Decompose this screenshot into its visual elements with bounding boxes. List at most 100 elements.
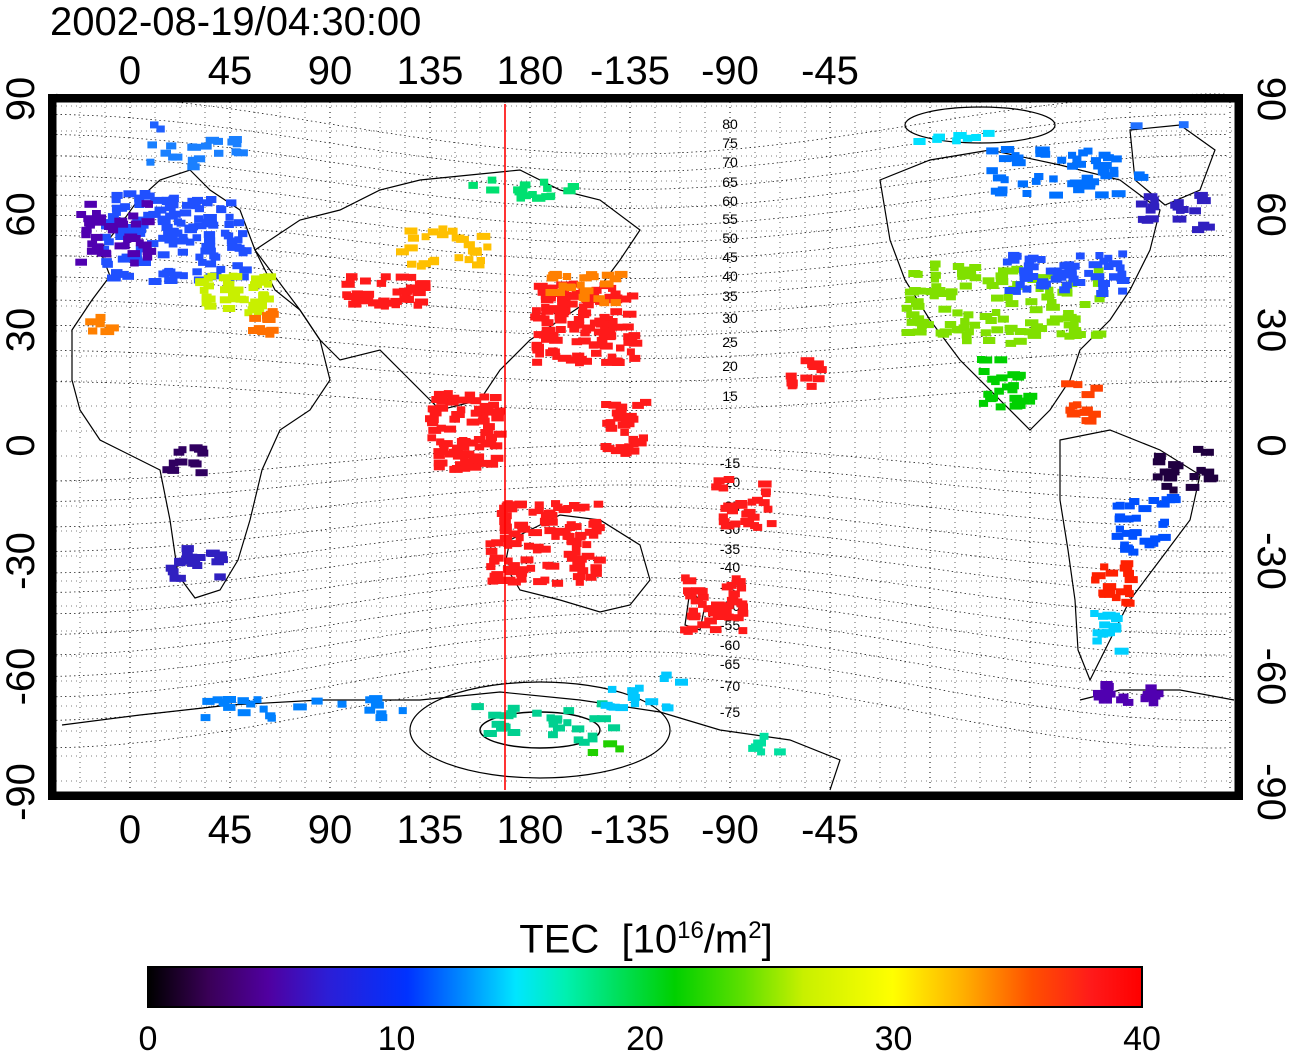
tec-point <box>532 546 542 554</box>
lat-tick-left: -90 <box>0 763 43 821</box>
tec-point <box>471 453 485 461</box>
tec-point <box>1034 173 1044 180</box>
tec-point <box>203 274 213 282</box>
tec-point <box>1176 206 1185 214</box>
tec-point <box>572 352 585 360</box>
tec-point <box>590 564 602 572</box>
tec-point <box>127 250 140 258</box>
tec-point <box>515 534 524 542</box>
tec-point <box>1036 274 1049 282</box>
tec-point <box>575 359 584 367</box>
tec-point <box>470 397 482 405</box>
tec-point <box>452 444 462 452</box>
tec-point <box>164 277 178 284</box>
tec-point <box>201 218 210 226</box>
tec-point <box>718 518 730 526</box>
tec-point <box>737 609 749 617</box>
tec-point <box>624 443 634 451</box>
tec-point <box>1099 257 1109 265</box>
tec-point <box>1111 594 1121 602</box>
tec-point <box>418 284 431 291</box>
tec-point <box>992 174 1007 182</box>
tec-point <box>169 574 181 582</box>
lat-tick-right: -90 <box>1249 763 1292 821</box>
tec-point <box>135 245 147 253</box>
colorbar-unit-exponent: 16 <box>677 917 704 944</box>
tec-point <box>452 452 463 460</box>
tec-point <box>589 273 599 281</box>
tec-point <box>593 295 605 303</box>
tec-point <box>517 525 531 533</box>
tec-point <box>1005 339 1017 347</box>
tec-point <box>800 374 813 382</box>
tec-point <box>994 387 1004 395</box>
tec-point <box>563 505 572 512</box>
tec-point <box>472 261 485 269</box>
tec-point <box>428 258 439 266</box>
tec-point <box>179 272 188 280</box>
tec-point <box>195 253 204 261</box>
tec-point <box>953 326 964 334</box>
tec-point <box>459 443 470 451</box>
tec-point <box>759 732 769 740</box>
tec-point <box>1090 178 1100 186</box>
tec-point <box>493 430 507 438</box>
tec-point <box>629 354 641 362</box>
tec-point <box>266 326 279 334</box>
tec-point <box>747 498 757 506</box>
tec-point <box>763 505 773 513</box>
tec-point <box>548 272 562 279</box>
tec-point <box>1196 466 1206 474</box>
tec-point <box>640 398 652 406</box>
tec-point <box>538 284 552 292</box>
tec-point <box>548 720 558 728</box>
tec-point <box>130 259 139 267</box>
tec-point <box>174 559 186 567</box>
tec-point <box>147 141 157 149</box>
tec-point <box>376 710 387 718</box>
tec-point <box>428 426 442 434</box>
tec-point <box>181 551 193 559</box>
tec-point <box>533 578 547 586</box>
tec-point <box>142 247 157 255</box>
tec-point <box>1173 199 1184 207</box>
tec-point <box>433 390 447 398</box>
tec-point <box>201 295 216 303</box>
tec-point <box>260 295 274 303</box>
tec-point <box>449 415 460 423</box>
tec-point <box>726 581 737 589</box>
tec-point <box>750 522 759 530</box>
tec-point <box>982 129 995 137</box>
lon-tick-top: 180 <box>497 49 564 93</box>
tec-point <box>244 309 253 317</box>
tec-point <box>467 439 478 447</box>
tec-point <box>626 348 635 356</box>
tec-point <box>85 221 95 229</box>
tec-point <box>622 323 634 331</box>
tec-point <box>169 229 181 237</box>
tec-point <box>998 155 1012 163</box>
tec-point <box>1118 287 1128 295</box>
tec-point <box>541 304 550 311</box>
tec-point <box>1152 458 1166 466</box>
tec-point <box>504 500 513 508</box>
tec-point <box>697 593 709 601</box>
tec-point <box>1104 254 1113 262</box>
tec-point <box>615 403 628 411</box>
tec-point <box>246 700 256 708</box>
tec-point <box>137 259 151 266</box>
tec-point <box>711 483 722 491</box>
tec-point <box>458 452 469 460</box>
tec-point <box>143 211 155 219</box>
tec-point <box>758 480 772 488</box>
tec-point <box>691 587 705 595</box>
tec-point <box>141 200 152 208</box>
tec-point <box>1070 321 1079 328</box>
tec-point <box>909 287 921 294</box>
tec-point <box>661 703 671 711</box>
tec-point <box>601 401 612 408</box>
tec-point <box>589 715 600 723</box>
mag-lat-label: -35 <box>720 541 740 557</box>
tec-point <box>348 273 358 281</box>
tec-point <box>962 266 976 274</box>
